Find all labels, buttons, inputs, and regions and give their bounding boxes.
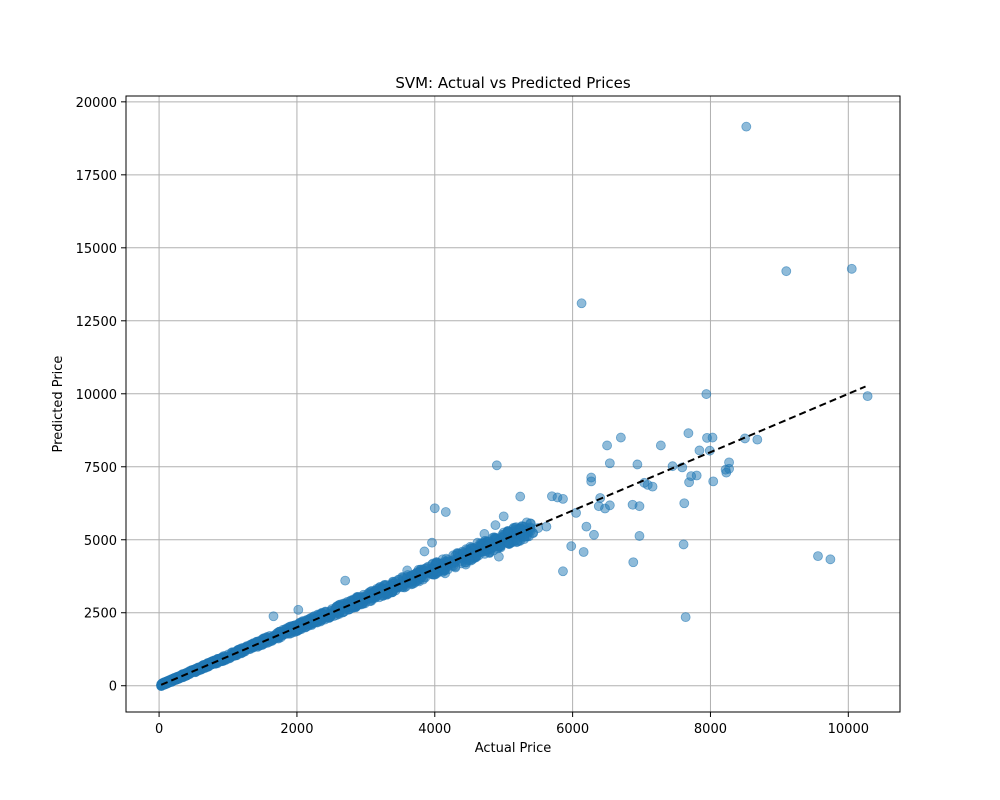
data-point [708, 476, 719, 487]
x-tick-label: 10000 [828, 722, 869, 737]
data-point [589, 529, 599, 540]
data-point [558, 566, 568, 577]
plot-frame [125, 95, 901, 713]
data-point [493, 551, 504, 562]
data-point [634, 531, 645, 541]
x-axis-label: Actual Price [475, 741, 552, 756]
data-point [340, 575, 351, 586]
data-point [683, 428, 694, 439]
data-point [503, 538, 514, 549]
data-point [604, 500, 615, 511]
data-point [752, 434, 763, 445]
data-point [541, 521, 552, 532]
x-axis-ticks: 0 2000 4000 6000 8000 10000 [155, 712, 869, 737]
data-point [578, 547, 589, 557]
data-point [707, 432, 718, 443]
data-point [721, 467, 732, 478]
data-point [846, 263, 857, 274]
x-tick-label: 8000 [694, 722, 727, 737]
data-point [397, 582, 408, 593]
y-axis-label: Predicted Price [51, 356, 66, 453]
y-tick-label: 15000 [76, 242, 117, 257]
data-point [741, 121, 752, 132]
data-point [472, 537, 483, 548]
data-point [634, 501, 645, 512]
data-point [862, 391, 873, 402]
identity-reference-line [160, 385, 866, 686]
data-point [604, 458, 615, 469]
data-point [628, 557, 639, 568]
x-tick-label: 2000 [280, 722, 313, 737]
data-point [686, 471, 697, 482]
y-tick-label: 20000 [76, 96, 117, 111]
y-tick-label: 12500 [76, 315, 117, 330]
data-point [576, 298, 587, 309]
data-point [678, 539, 689, 550]
data-point [460, 559, 471, 570]
data-point [781, 266, 792, 277]
data-point [679, 498, 690, 509]
data-point [388, 578, 399, 589]
data-point [479, 529, 490, 539]
data-point [491, 460, 502, 471]
data-point [440, 568, 451, 579]
y-tick-label: 10000 [76, 388, 117, 403]
data-point [586, 476, 597, 487]
data-point [694, 445, 705, 456]
data-point [515, 491, 526, 502]
chart-title: SVM: Actual vs Predicted Prices [395, 74, 631, 92]
data-point [440, 507, 451, 517]
data-point [680, 612, 691, 623]
data-point [450, 562, 461, 573]
gridlines [126, 96, 900, 712]
y-tick-label: 2500 [84, 607, 117, 622]
data-point [339, 606, 350, 617]
x-tick-label: 6000 [556, 722, 589, 737]
data-point [268, 611, 279, 622]
y-tick-label: 17500 [76, 169, 117, 184]
data-point [406, 578, 417, 588]
y-tick-label: 0 [109, 680, 117, 695]
data-point [558, 493, 568, 504]
data-point [419, 546, 430, 557]
data-point [293, 604, 304, 615]
data-point [701, 389, 712, 399]
data-point [647, 481, 658, 492]
x-tick-label: 4000 [418, 722, 451, 737]
data-point [632, 459, 643, 470]
y-tick-label: 5000 [84, 534, 117, 549]
data-point [364, 587, 375, 598]
data-point [427, 537, 437, 548]
data-point [571, 507, 581, 518]
data-point [813, 551, 823, 562]
data-point [498, 511, 509, 522]
data-point [602, 440, 612, 451]
data-point [429, 503, 440, 514]
y-axis-ticks: 0 2500 5000 7500 10000 12500 15000 17500 20000 [76, 96, 126, 695]
data-point [519, 531, 530, 542]
x-tick-label: 0 [155, 722, 163, 737]
data-point [566, 541, 577, 552]
data-point [502, 526, 513, 537]
data-point [615, 432, 626, 443]
data-point [655, 440, 666, 451]
data-point [185, 667, 196, 677]
data-point [402, 565, 413, 576]
data-point [825, 554, 836, 565]
data-point [581, 521, 592, 532]
y-tick-label: 7500 [84, 461, 117, 476]
data-point [490, 520, 501, 531]
